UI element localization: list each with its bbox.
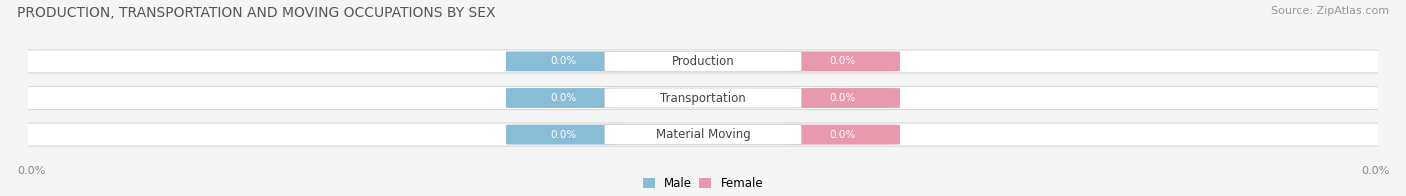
- FancyBboxPatch shape: [21, 86, 1385, 110]
- Text: Transportation: Transportation: [661, 92, 745, 104]
- FancyBboxPatch shape: [605, 52, 801, 71]
- Text: 0.0%: 0.0%: [830, 93, 855, 103]
- FancyBboxPatch shape: [21, 50, 1385, 73]
- FancyBboxPatch shape: [605, 88, 801, 108]
- FancyBboxPatch shape: [785, 52, 900, 71]
- Text: Source: ZipAtlas.com: Source: ZipAtlas.com: [1271, 6, 1389, 16]
- FancyBboxPatch shape: [785, 88, 900, 108]
- FancyBboxPatch shape: [21, 123, 1385, 146]
- Text: PRODUCTION, TRANSPORTATION AND MOVING OCCUPATIONS BY SEX: PRODUCTION, TRANSPORTATION AND MOVING OC…: [17, 6, 495, 20]
- Text: Production: Production: [672, 55, 734, 68]
- Text: 0.0%: 0.0%: [551, 56, 576, 66]
- Text: 0.0%: 0.0%: [1361, 165, 1389, 176]
- Text: 0.0%: 0.0%: [830, 56, 855, 66]
- Legend: Male, Female: Male, Female: [643, 177, 763, 190]
- Text: 0.0%: 0.0%: [830, 130, 855, 140]
- FancyBboxPatch shape: [605, 125, 801, 144]
- FancyBboxPatch shape: [506, 52, 621, 71]
- FancyBboxPatch shape: [506, 125, 621, 144]
- Text: 0.0%: 0.0%: [17, 165, 45, 176]
- Text: 0.0%: 0.0%: [551, 93, 576, 103]
- FancyBboxPatch shape: [785, 125, 900, 144]
- Text: 0.0%: 0.0%: [551, 130, 576, 140]
- FancyBboxPatch shape: [506, 88, 621, 108]
- Text: Material Moving: Material Moving: [655, 128, 751, 141]
